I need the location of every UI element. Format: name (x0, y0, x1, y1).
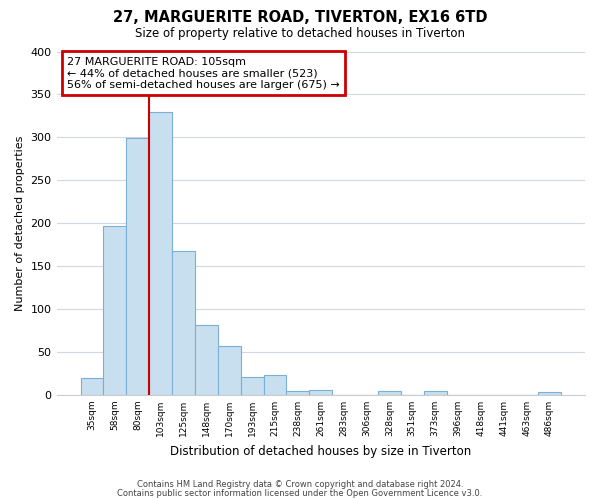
Text: Size of property relative to detached houses in Tiverton: Size of property relative to detached ho… (135, 28, 465, 40)
Text: Contains public sector information licensed under the Open Government Licence v3: Contains public sector information licen… (118, 488, 482, 498)
Bar (538, 392, 561, 395)
Bar (310, 390, 332, 395)
Bar (127, 138, 149, 395)
Bar (172, 250, 195, 395)
Bar (424, 390, 446, 395)
Text: Contains HM Land Registry data © Crown copyright and database right 2024.: Contains HM Land Registry data © Crown c… (137, 480, 463, 489)
Text: 27 MARGUERITE ROAD: 105sqm
← 44% of detached houses are smaller (523)
56% of sem: 27 MARGUERITE ROAD: 105sqm ← 44% of deta… (67, 56, 340, 90)
Text: 27, MARGUERITE ROAD, TIVERTON, EX16 6TD: 27, MARGUERITE ROAD, TIVERTON, EX16 6TD (113, 10, 487, 25)
Bar (263, 375, 286, 395)
Bar (241, 377, 263, 395)
Bar (195, 324, 218, 395)
Bar (149, 112, 172, 395)
Y-axis label: Number of detached properties: Number of detached properties (15, 136, 25, 311)
Bar (103, 226, 127, 395)
X-axis label: Distribution of detached houses by size in Tiverton: Distribution of detached houses by size … (170, 444, 472, 458)
Bar (80, 378, 103, 395)
Bar (218, 346, 241, 395)
Bar (286, 390, 310, 395)
Bar (378, 390, 401, 395)
